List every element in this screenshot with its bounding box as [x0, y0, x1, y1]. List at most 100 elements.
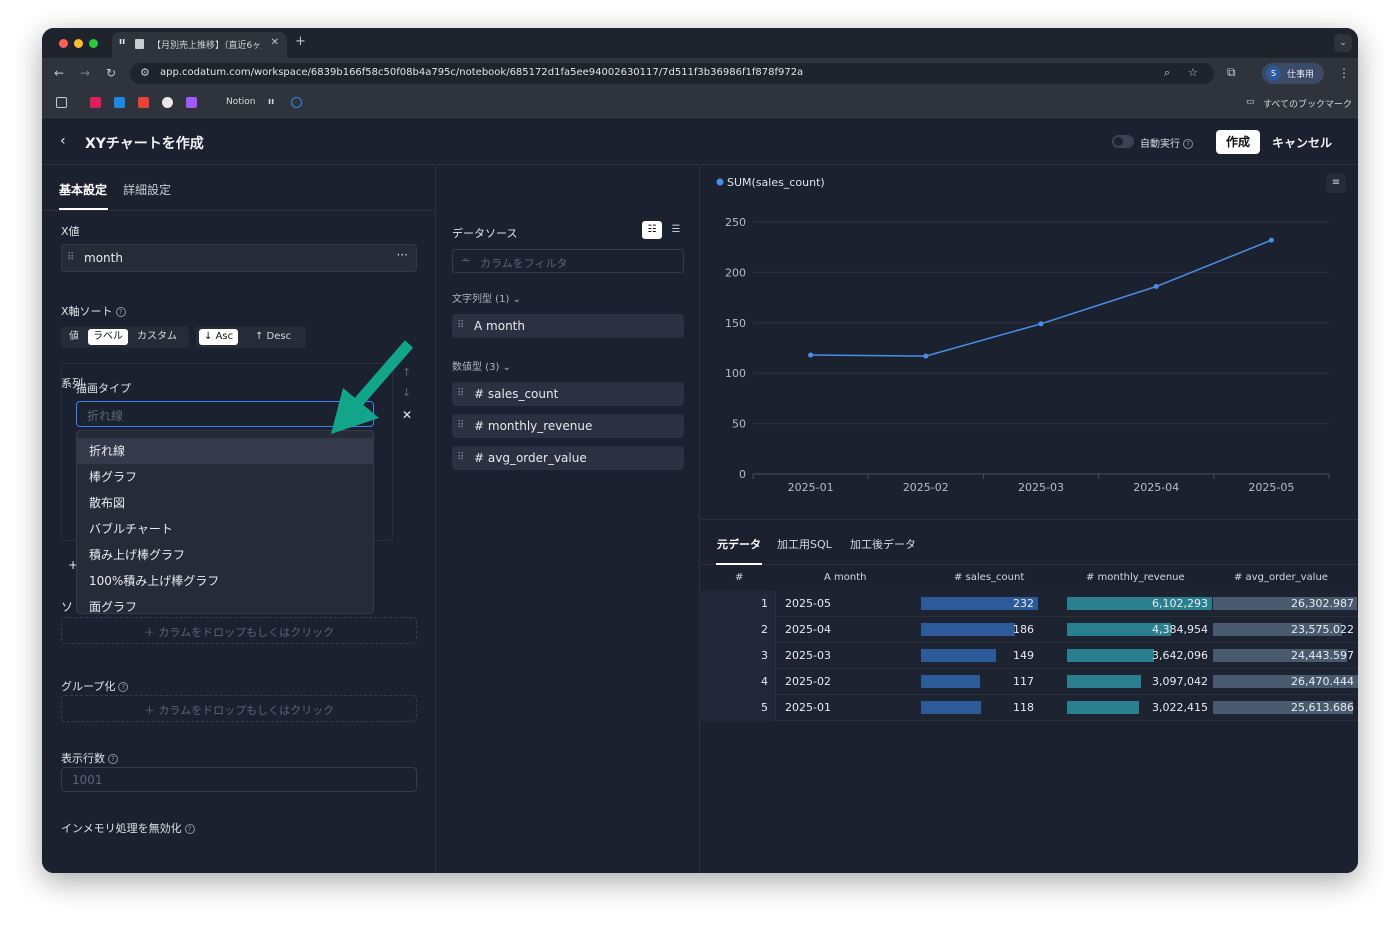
sort-desc-button[interactable]: ↑ Desc	[255, 331, 292, 342]
help-icon[interactable]: ?	[184, 824, 195, 834]
browser-tab[interactable]: ıı 【月別売上推移】（直近6ヶ月 ✕	[112, 32, 287, 58]
x-tick-label: 2025-05	[1248, 481, 1294, 494]
all-bookmarks-label[interactable]: すべてのブックマーク	[1263, 100, 1353, 110]
add-series-icon[interactable]: +	[68, 558, 79, 572]
drag-handle-icon[interactable]: ⠿	[457, 452, 464, 463]
drag-handle-icon[interactable]: ⠿	[457, 320, 464, 331]
table-row[interactable]: 4 2025-02 117 3,097,042 26,470.444	[701, 669, 1358, 695]
group-drop-zone[interactable]: ＋ カラムをドロップもしくはクリック	[61, 695, 417, 722]
option-bubble[interactable]: バブルチャート	[89, 522, 173, 536]
x-value-field[interactable]: ⠿ month ···	[61, 244, 417, 272]
more-options-icon[interactable]: ···	[396, 248, 408, 262]
tab-advanced-settings[interactable]: 詳細設定	[123, 183, 172, 197]
help-icon[interactable]: ?	[1183, 139, 1193, 149]
create-button[interactable]: 作成	[1216, 130, 1260, 154]
extensions-icon[interactable]: ⧉	[1227, 65, 1236, 79]
openai-icon[interactable]	[162, 97, 173, 108]
column-pill-month[interactable]: ⠿ A month	[452, 314, 684, 338]
codatum-bookmark-icon[interactable]: ıı	[268, 97, 275, 107]
zoom-icon[interactable]: ⌕	[1164, 66, 1171, 79]
profile-button[interactable]: S 仕事用	[1262, 63, 1324, 84]
reload-icon[interactable]: ↻	[106, 66, 117, 80]
column-pill-avg-order-value[interactable]: ⠿ # avg_order_value	[452, 446, 684, 470]
option-scatter[interactable]: 散布図	[89, 496, 126, 510]
tab-basic-settings[interactable]: 基本設定	[59, 183, 108, 197]
help-icon[interactable]: ?	[115, 307, 126, 317]
bookmark-notion[interactable]: Notion	[226, 97, 256, 107]
column-filter-input[interactable]: ⩪ カラムをフィルタ	[452, 249, 684, 273]
header-avg-order-value[interactable]: # avg_order_value	[1234, 572, 1328, 583]
sort-option-value[interactable]: 値	[69, 331, 79, 342]
forward-arrow-icon[interactable]: →	[80, 66, 91, 80]
option-100-stacked-bar[interactable]: 100%積み上げ棒グラフ	[89, 574, 220, 588]
apps-grid-icon[interactable]	[56, 97, 67, 108]
tab-processing-sql[interactable]: 加工用SQL	[777, 538, 832, 551]
column-pill-sales-count[interactable]: ⠿ # sales_count	[452, 382, 684, 406]
drag-handle-icon[interactable]: ⠿	[457, 420, 464, 431]
table-row[interactable]: 5 2025-01 118 3,022,415 25,613.686	[701, 695, 1358, 721]
rows-input[interactable]: 1001	[61, 767, 417, 792]
tab-source-data[interactable]: 元データ	[717, 538, 761, 551]
table-row[interactable]: 2 2025-04 186 4,384,954 23,575.022	[701, 617, 1358, 643]
data-point	[1153, 284, 1159, 290]
draw-type-dropdown: 折れ線 棒グラフ 散布図 バブルチャート 積み上げ棒グラフ 100%積み上げ棒グ…	[76, 430, 374, 614]
help-icon[interactable]: ?	[118, 682, 129, 692]
maximize-window-icon[interactable]	[89, 39, 98, 48]
active-tab-indicator	[716, 563, 762, 565]
month-cell: 2025-03	[785, 649, 831, 662]
option-stacked-bar[interactable]: 積み上げ棒グラフ	[89, 548, 186, 562]
remove-series-icon[interactable]: ✕	[402, 408, 413, 422]
calendar-icon[interactable]	[114, 97, 125, 108]
sort-drop-zone[interactable]: ＋ カラムをドロップもしくはクリック	[61, 617, 417, 644]
close-window-icon[interactable]	[59, 39, 68, 48]
column-name: # sales_count	[474, 387, 559, 401]
string-section-toggle[interactable]: 文字列型 (1) ⌄	[452, 294, 521, 305]
table-row[interactable]: 3 2025-03 149 3,642,096 24,443.597	[701, 643, 1358, 669]
slack-icon[interactable]	[90, 97, 101, 108]
figma-icon[interactable]	[186, 97, 197, 108]
drag-handle-icon[interactable]: ⠿	[67, 252, 74, 263]
column-pill-monthly-revenue[interactable]: ⠿ # monthly_revenue	[452, 414, 684, 438]
kebab-menu-icon[interactable]: ⋮	[1338, 66, 1350, 80]
autorun-toggle[interactable]	[1112, 135, 1134, 148]
new-tab-icon[interactable]: +	[295, 34, 306, 49]
drag-handle-icon[interactable]: ⠿	[457, 388, 464, 399]
notion-icon[interactable]	[212, 97, 223, 108]
bookmark-star-icon[interactable]: ☆	[1188, 66, 1198, 79]
chevron-down-icon[interactable]: ⌄	[1334, 34, 1352, 52]
move-down-icon[interactable]: ↓	[402, 386, 412, 399]
back-chevron-icon[interactable]: ‹	[60, 133, 66, 149]
header-monthly-revenue[interactable]: # monthly_revenue	[1086, 572, 1185, 583]
numeric-section-toggle[interactable]: 数値型 (3) ⌄	[452, 362, 511, 373]
tab-close-icon[interactable]: ✕	[270, 37, 279, 48]
header-sales-count[interactable]: # sales_count	[954, 572, 1025, 583]
header-month[interactable]: A month	[824, 572, 867, 583]
y-tick-label: 50	[732, 418, 746, 431]
move-up-icon[interactable]: ↑	[402, 366, 412, 379]
table-row[interactable]: 1 2025-05 232 6,102,293 26,302.987	[701, 591, 1358, 617]
cancel-button[interactable]: キャンセル	[1272, 136, 1333, 150]
option-line[interactable]: 折れ線	[77, 438, 373, 464]
list-view-icon[interactable]: ☰	[671, 224, 681, 235]
sort-option-custom[interactable]: カスタム	[137, 331, 177, 342]
site-settings-icon[interactable]: ⚙	[140, 66, 150, 79]
chart-filter-icon[interactable]: ≡	[1326, 173, 1346, 193]
help-icon[interactable]: ?	[108, 754, 118, 764]
tree-view-icon[interactable]: ☷	[642, 221, 662, 239]
gmail-icon[interactable]	[138, 97, 149, 108]
back-arrow-icon[interactable]: ←	[54, 66, 65, 80]
minimize-window-icon[interactable]	[74, 39, 83, 48]
option-area[interactable]: 面グラフ	[89, 600, 138, 614]
value-cell: 117	[1013, 675, 1034, 688]
option-bar[interactable]: 棒グラフ	[89, 470, 138, 484]
tab-processed-data[interactable]: 加工後データ	[850, 538, 916, 551]
search-bookmark-icon[interactable]	[291, 97, 302, 108]
sort-asc-button[interactable]: ↓ Asc	[199, 329, 239, 345]
sort-option-label[interactable]: ラベル	[88, 329, 128, 345]
codatum-logo-icon: ıı	[119, 37, 126, 47]
header-index[interactable]: #	[735, 572, 744, 583]
value-cell: 118	[1013, 701, 1034, 714]
url-field[interactable]: ⚙ app.codatum.com/workspace/6839b166f58c…	[130, 63, 1214, 84]
y-tick-label: 100	[725, 367, 746, 380]
value-bar	[1067, 675, 1141, 688]
